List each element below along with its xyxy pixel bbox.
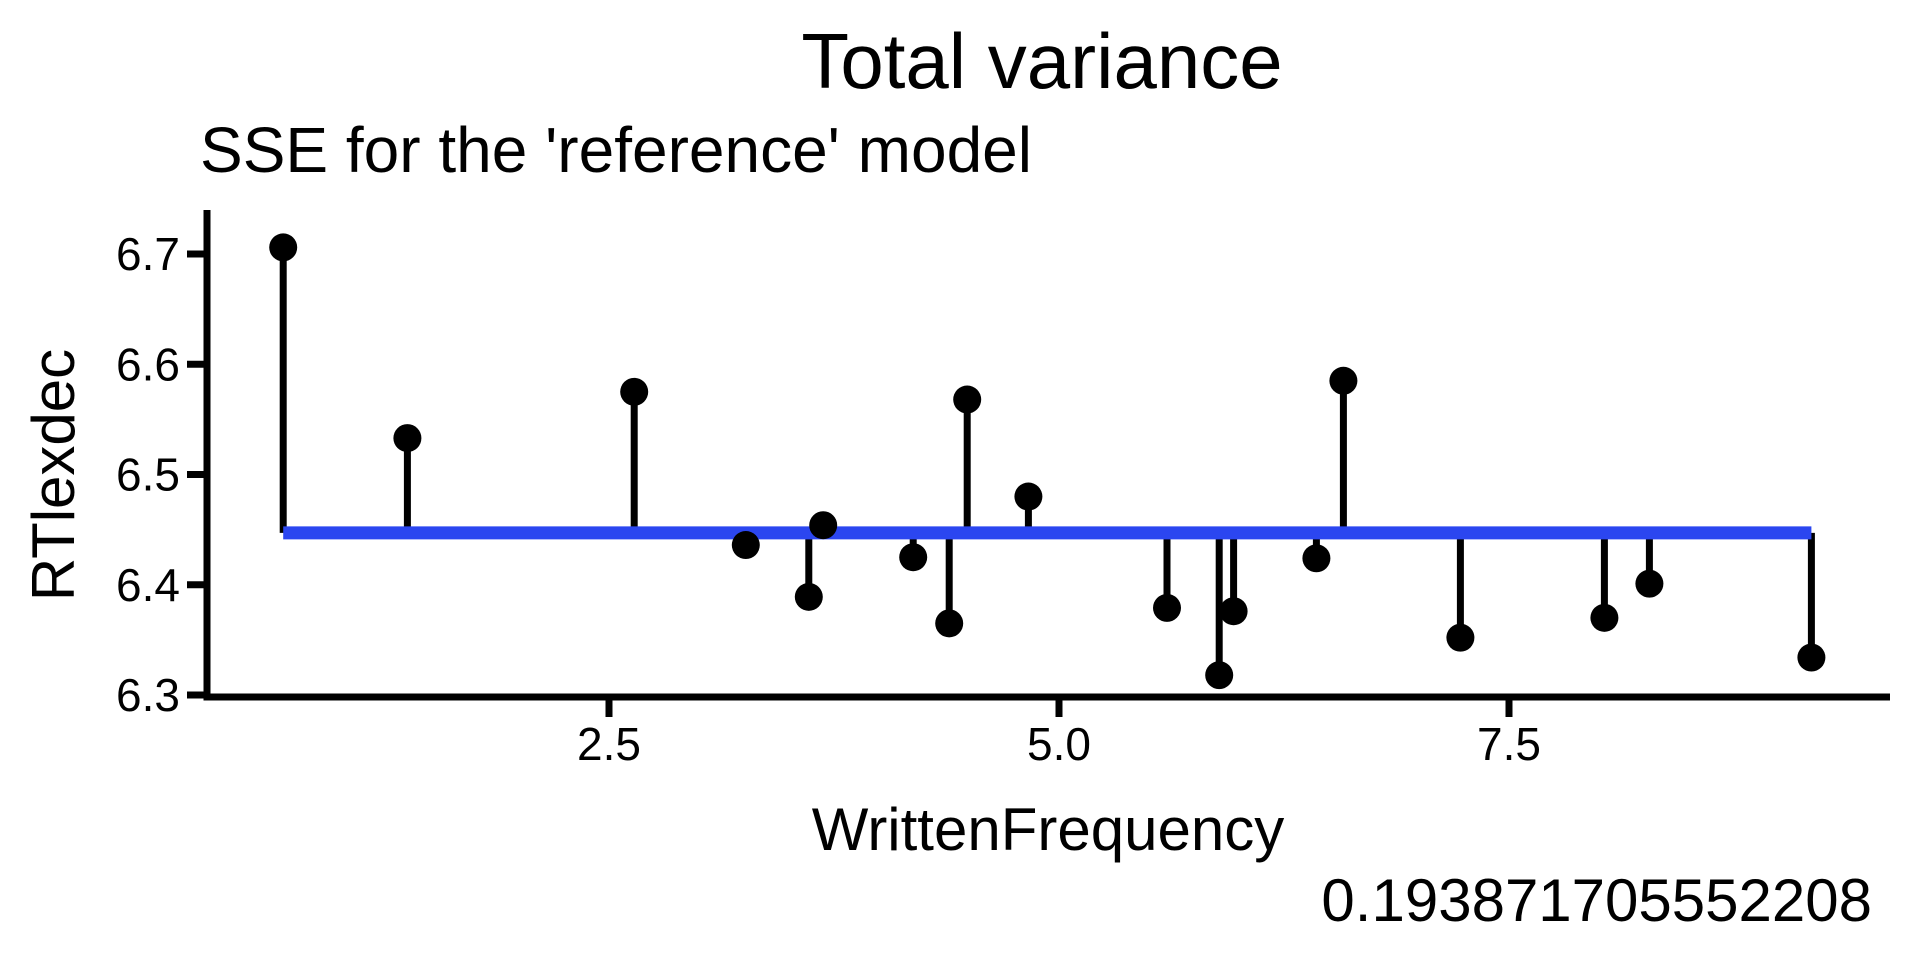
data-point <box>1219 597 1248 626</box>
data-point <box>1797 643 1826 672</box>
data-point <box>1446 623 1475 652</box>
y-tick-label: 6.5 <box>116 449 180 501</box>
data-point <box>1153 593 1181 622</box>
y-tick-label: 6.7 <box>116 228 180 280</box>
x-tick-label: 2.5 <box>577 718 641 770</box>
x-tick-label: 7.5 <box>1477 718 1541 770</box>
data-point <box>620 377 649 406</box>
data-point <box>794 582 823 611</box>
y-tick-label: 6.4 <box>116 559 180 611</box>
data-point <box>1014 482 1043 511</box>
data-point <box>1302 544 1331 573</box>
data-point <box>393 424 422 453</box>
data-point <box>953 385 982 414</box>
sse-annotation: 0.193871705552208 <box>1321 867 1872 934</box>
axis-lines <box>203 210 1890 701</box>
data-point <box>899 543 928 572</box>
data-point <box>731 531 760 560</box>
data-point <box>269 233 298 262</box>
y-tick-label: 6.6 <box>116 338 180 390</box>
data-point <box>935 609 964 638</box>
data-point <box>1205 661 1234 690</box>
data-point <box>1329 366 1358 395</box>
data-point <box>1590 603 1619 632</box>
data-point <box>809 511 838 540</box>
x-axis-title: WrittenFrequency <box>812 796 1284 863</box>
plot-area: 2.5 5.0 7.5 6.3 6.4 6.5 6.6 6.7 <box>116 210 1890 770</box>
x-tick-label: 5.0 <box>1027 718 1091 770</box>
chart-title: Total variance <box>801 17 1282 105</box>
data-point <box>1635 569 1664 598</box>
y-axis-title: RTlexdec <box>20 349 87 601</box>
y-tick-label: 6.3 <box>116 669 180 721</box>
chart-subtitle: SSE for the 'reference' model <box>200 114 1032 186</box>
